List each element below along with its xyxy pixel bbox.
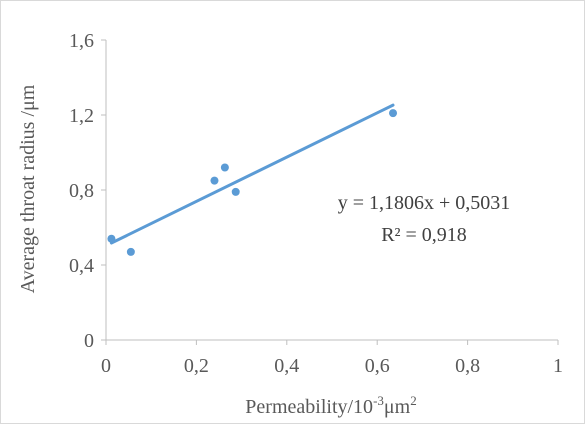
x-tick-label: 0 — [101, 355, 111, 377]
x-tick-label: 1 — [553, 355, 563, 377]
data-points — [107, 109, 398, 256]
x-axis-title-sup2: 2 — [410, 393, 417, 408]
x-tick-label: 0,6 — [365, 355, 390, 377]
trendline — [109, 103, 395, 245]
y-axis-title: Average throat radius /μm — [17, 84, 39, 293]
data-point — [107, 234, 116, 243]
data-point — [231, 187, 240, 196]
r-squared-label: R² = 0,918 — [381, 224, 467, 246]
axes — [101, 39, 559, 345]
data-point — [126, 247, 135, 256]
y-tick-label: 0,8 — [69, 180, 94, 202]
trendline-equation: y = 1,1806x + 0,5031 — [338, 192, 511, 214]
x-axis-title-main: Permeability/10 — [245, 396, 373, 418]
x-axis-title: Permeability/10-3μm2 — [245, 393, 416, 418]
trendline-group — [109, 103, 395, 245]
data-point — [210, 176, 219, 185]
x-tick-label: 0,4 — [274, 355, 299, 377]
x-axis-title-sup: -3 — [373, 393, 384, 408]
y-tick-label: 1,6 — [69, 30, 94, 52]
x-tick-labels: 0 0,2 0,4 0,6 0,8 1 — [101, 355, 563, 377]
x-tick-label: 0,2 — [184, 355, 209, 377]
x-tick-label: 0,8 — [455, 355, 480, 377]
x-axis-title-unit: μm — [384, 396, 411, 418]
y-tick-label: 1,2 — [69, 105, 94, 127]
y-tick-label: 0 — [84, 330, 94, 352]
data-point — [389, 109, 398, 118]
y-tick-labels: 0 0,4 0,8 1,2 1,6 — [69, 30, 94, 352]
y-tick-label: 0,4 — [69, 255, 94, 277]
data-point — [220, 163, 229, 172]
